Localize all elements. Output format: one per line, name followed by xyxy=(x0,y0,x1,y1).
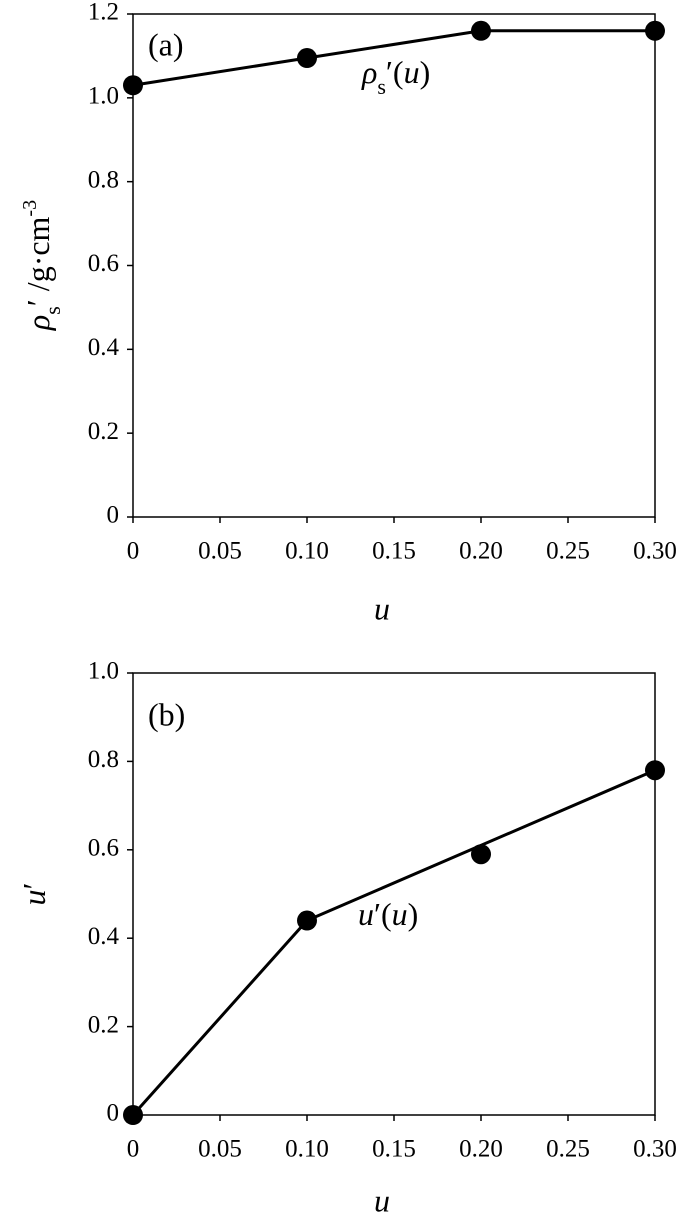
y-tick-label: 1.2 xyxy=(88,0,119,26)
x-tick-label: 0 xyxy=(127,538,140,565)
y-tick-label: 0.2 xyxy=(88,1011,119,1038)
x-axis-label: u xyxy=(374,1182,390,1218)
annotation-part: ) xyxy=(420,54,431,90)
annotation-part: ) xyxy=(408,896,419,932)
y-tick-label: 0.4 xyxy=(88,923,120,950)
y-tick-label: 0.8 xyxy=(88,166,119,193)
y-tick-label: 1.0 xyxy=(88,658,119,685)
y-label-part: s xyxy=(40,306,65,315)
x-tick-label: 0.10 xyxy=(285,1136,329,1163)
x-tick-label: 0 xyxy=(127,1136,140,1163)
y-tick-label: 0.8 xyxy=(88,746,119,773)
data-line xyxy=(132,29,655,87)
annotation: ρs′(u) xyxy=(361,54,430,98)
annotation-part: ρ xyxy=(361,54,377,90)
annotation-part: u xyxy=(392,896,408,932)
y-label-part: ′ /g·cm xyxy=(20,216,56,306)
x-tick-label: 0.20 xyxy=(459,538,503,565)
annotation-part: ′( xyxy=(374,896,392,932)
annotation-part: s xyxy=(377,74,386,99)
y-axis-label: u′ xyxy=(16,883,52,906)
x-tick-label: 0.05 xyxy=(198,538,242,565)
data-line xyxy=(131,768,656,1117)
data-point xyxy=(471,20,491,41)
annotation-part: u xyxy=(404,54,420,90)
y-axis-label: ρs′ /g·cm-3 xyxy=(19,200,65,331)
data-point xyxy=(123,75,143,96)
annotation-part: u xyxy=(358,896,374,932)
x-tick-label: 0.25 xyxy=(546,538,590,565)
x-tick-label: 0.25 xyxy=(546,1136,590,1163)
y-label-part: ρ xyxy=(20,315,56,331)
x-tick-label: 0.30 xyxy=(633,538,677,565)
plot-frame xyxy=(132,672,656,1116)
x-tick-label: 0.30 xyxy=(633,1136,677,1163)
y-tick-label: 0.6 xyxy=(88,250,119,277)
data-point xyxy=(645,20,665,41)
data-point xyxy=(297,48,317,69)
x-tick-label: 0.05 xyxy=(198,1136,242,1163)
y-tick-label: 0 xyxy=(107,502,120,529)
x-tick-label: 0.15 xyxy=(372,1136,416,1163)
x-tick-label: 0.15 xyxy=(372,538,416,565)
x-tick-label: 0.20 xyxy=(459,1136,503,1163)
y-tick-label: 1.0 xyxy=(88,83,119,110)
x-axis-label: u xyxy=(374,590,390,626)
y-tick-label: 0.6 xyxy=(88,835,119,862)
panel-label: (b) xyxy=(148,696,185,732)
annotation: u′(u) xyxy=(358,896,418,932)
y-tick-label: 0.4 xyxy=(88,334,120,361)
y-label-part: -3 xyxy=(19,200,41,217)
y-label-part: u xyxy=(16,890,52,906)
x-tick-label: 0.10 xyxy=(285,538,329,565)
data-point xyxy=(471,844,491,865)
y-label-part: ′ xyxy=(16,883,52,890)
y-tick-label: 0.2 xyxy=(88,418,119,445)
y-tick-label: 0 xyxy=(107,1100,120,1127)
annotation-part: ′( xyxy=(386,54,404,90)
panel-label: (a) xyxy=(148,26,184,62)
